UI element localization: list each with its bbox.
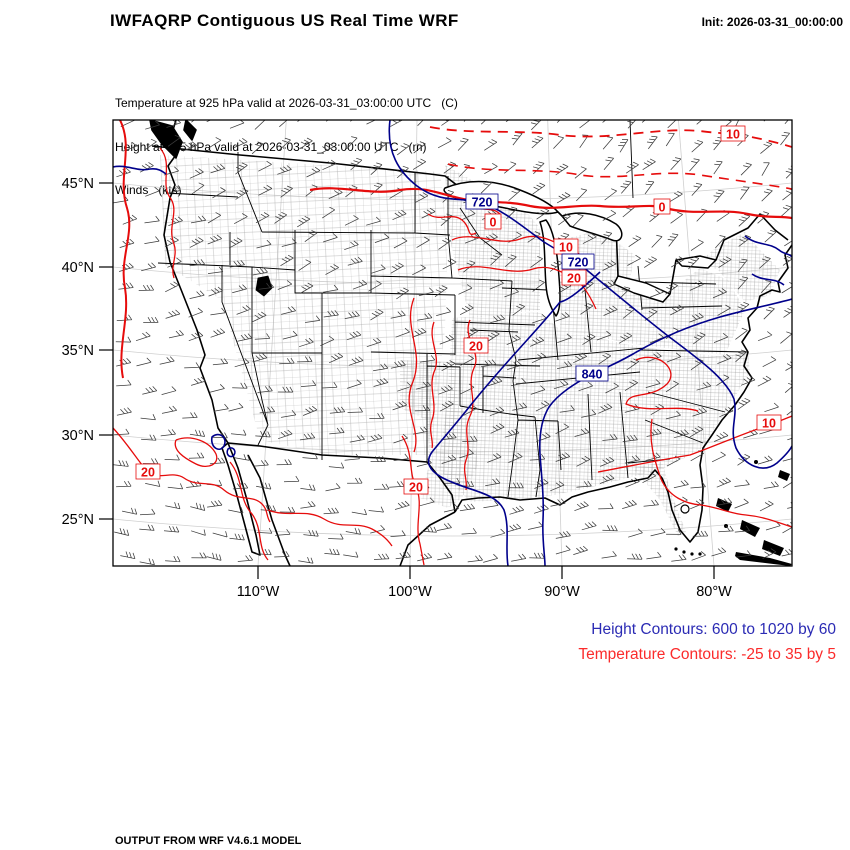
contour-label-box [653,198,671,215]
contour-label-text: 20 [469,340,483,354]
contour-label-temperature: 0 [653,198,671,215]
contour-label-height: 720 [561,253,595,270]
lat-tick-label: 35°N [62,343,94,359]
axis-ticks-and-labels: 45°N 40°N 35°N 30°N 25°N 110°W 100°W 90°W 80°W [62,176,733,600]
contour-label-height: 840 [575,365,609,382]
contour-label-text: 720 [472,196,493,210]
lon-tick-label: 110°W [237,584,280,600]
contour-label-temperature: 10 [553,238,579,255]
contour-label-box [484,213,502,230]
contour-label-text: 720 [568,256,589,270]
contour-label-text: 10 [726,128,740,142]
contour-label-temperature: 20 [135,463,161,480]
lat-tick-label: 30°N [62,428,94,444]
contour-label-box [720,125,746,142]
contour-label-box [135,463,161,480]
contour-label-text: 10 [559,241,573,255]
coastlines [149,120,792,566]
contour-label-box [463,337,489,354]
lat-tick-label: 40°N [62,260,94,276]
contour-label-temperature: 10 [756,414,782,431]
contour-label-text: 20 [409,481,423,495]
map-frame [112,119,793,567]
contour-label-temperature: 0 [484,213,502,230]
init-timestamp: Init: 2026-03-31_00:00:00 [701,15,843,29]
lon-tick-label: 90°W [544,584,580,600]
height-contours [113,120,792,566]
lat-tick-label: 45°N [62,176,94,192]
lat-tick-label: 25°N [62,512,94,528]
islands [674,460,792,566]
contour-label-box [561,253,595,270]
contour-legend: Height Contours: 600 to 1020 by 60 Tempe… [578,617,836,667]
wind-barb-field [113,120,792,566]
temperature-contour-legend: Temperature Contours: -25 to 35 by 5 [578,646,836,663]
contour-label-text: 20 [141,466,155,480]
contour-label-temperature: 10 [720,125,746,142]
contour-label-text: 840 [582,368,603,382]
lon-tick-label: 80°W [696,584,732,600]
wind-barbs [113,120,792,566]
model-version-line: OUTPUT FROM WRF V4.6.1 MODEL [115,835,302,847]
contour-label-text: 20 [567,272,581,286]
contour-label-box [561,269,587,286]
contour-label-text: 0 [659,201,666,215]
contour-label-temperature: 20 [403,478,429,495]
lon-tick-label: 100°W [388,584,432,600]
model-info-footer: OUTPUT FROM WRF V4.6.1 MODEL WE = 580 ; … [115,809,564,850]
latitude-line [113,518,792,537]
height-contour-legend: Height Contours: 600 to 1020 by 60 [591,621,836,638]
contour-label-box [465,193,499,210]
contour-label-box [756,414,782,431]
temperature-field-line: Temperature at 925 hPa valid at 2026-03-… [115,96,458,110]
page-title: IWFAQRP Contiguous US Real Time WRF [110,11,459,30]
contour-label-text: 0 [490,216,497,230]
contour-label-text: 10 [762,417,776,431]
contour-label-temperature: 20 [463,337,489,354]
contour-label-temperature: 20 [561,269,587,286]
contour-label-height: 720 [465,193,499,210]
contour-label-box [403,478,429,495]
contour-label-box [575,365,609,382]
